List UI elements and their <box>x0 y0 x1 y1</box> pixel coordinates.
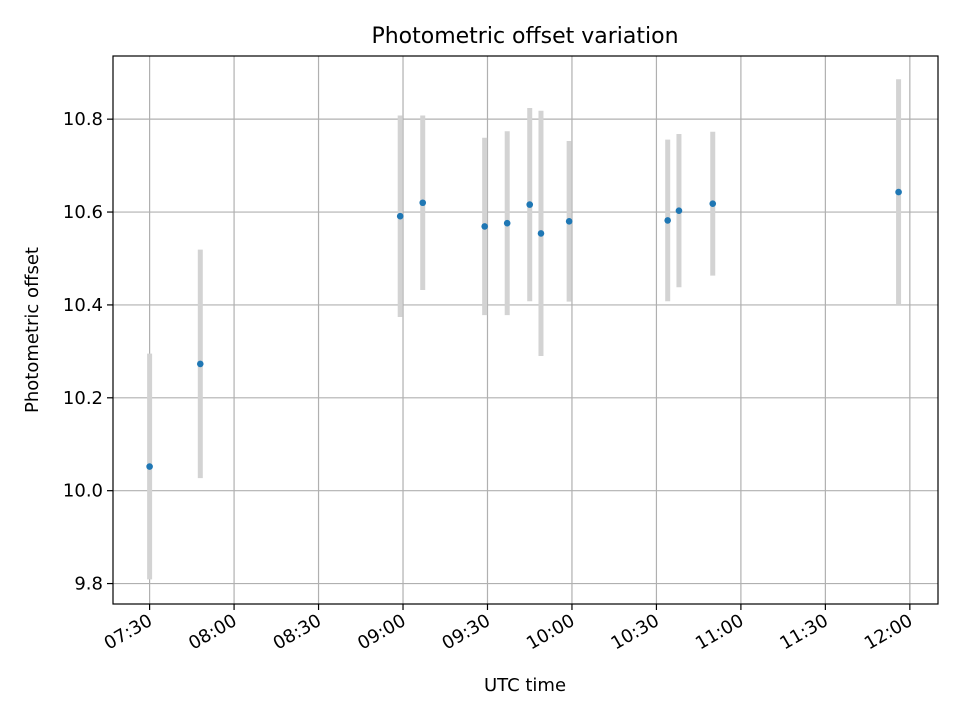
x-tick-label: 12:00 <box>861 610 916 654</box>
data-point <box>537 230 545 237</box>
chart-title: Photometric offset variation <box>371 24 678 49</box>
x-tick-label: 10:00 <box>523 610 578 654</box>
data-point <box>503 219 511 227</box>
x-tick-label: 08:30 <box>270 610 325 654</box>
x-tick-label: 08:00 <box>185 610 240 654</box>
x-tick-label: 09:30 <box>439 610 494 654</box>
y-tick-label: 10.4 <box>63 295 103 316</box>
data-point <box>895 188 902 196</box>
data-point <box>396 212 404 220</box>
data-point <box>146 463 153 470</box>
y-tick-label: 10.6 <box>63 202 103 223</box>
x-tick-label: 10:30 <box>608 610 663 654</box>
error-bars <box>147 79 902 580</box>
data-point <box>481 223 488 230</box>
data-point <box>526 201 534 208</box>
x-axis-label: UTC time <box>484 675 566 696</box>
data-point <box>565 218 573 225</box>
data-points <box>146 188 902 470</box>
data-point <box>675 207 683 214</box>
data-point <box>419 199 427 207</box>
data-point <box>664 217 671 224</box>
grid-lines <box>113 56 938 604</box>
data-point <box>196 360 204 368</box>
x-tick-label: 11:30 <box>776 610 831 654</box>
x-axis: 07:30 08:00 08:30 09:00 09:30 10:00 10:30 11:00… <box>101 604 916 654</box>
y-axis-label: Photometric offset <box>22 247 43 413</box>
y-axis: 9.8 10.0 10.2 10.4 10.6 10.8 <box>63 109 113 595</box>
x-tick-label: 07:30 <box>101 610 156 654</box>
y-tick-label: 10.0 <box>63 481 103 502</box>
plot-frame <box>112 55 939 605</box>
y-tick-label: 9.8 <box>74 574 103 595</box>
y-tick-label: 10.2 <box>63 388 103 409</box>
data-point <box>709 200 717 207</box>
x-tick-label: 09:00 <box>354 610 409 654</box>
y-tick-label: 10.8 <box>63 109 103 130</box>
x-tick-label: 11:00 <box>692 610 747 654</box>
